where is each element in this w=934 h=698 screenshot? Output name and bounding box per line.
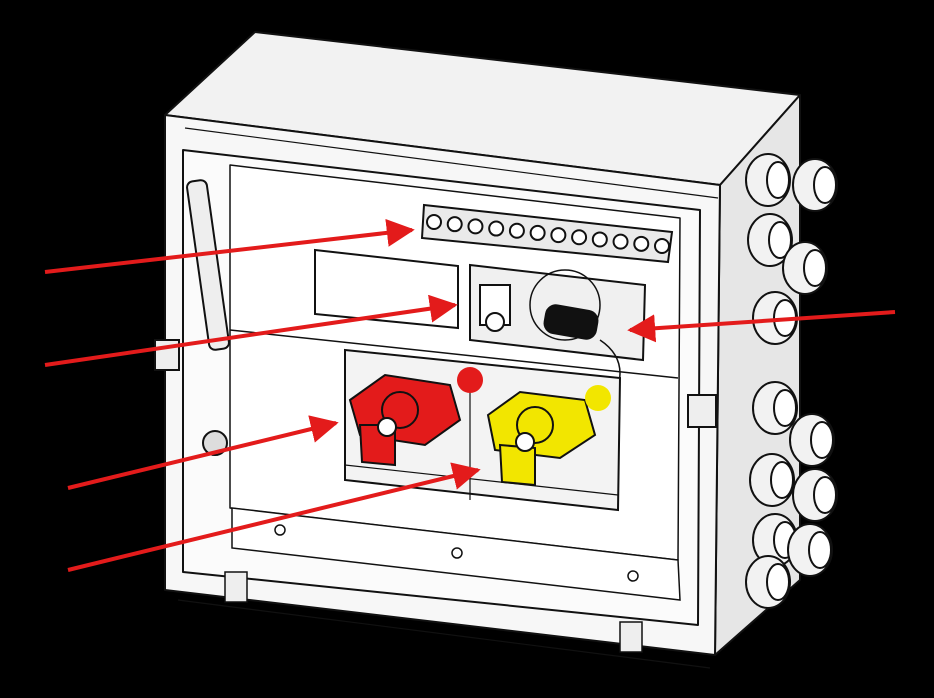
callouts: [44, 218, 896, 572]
cable-gland-icon: [745, 555, 791, 609]
terminal-screw-icon: [550, 227, 567, 244]
terminal-screws: [426, 214, 670, 254]
terminal-screw-icon: [488, 220, 505, 237]
cable-glands: [745, 153, 838, 609]
cable-gland-icon: [789, 413, 835, 467]
callout-red-switch: [67, 415, 339, 490]
cable-gland-icon: [782, 241, 828, 295]
terminal-screw-icon: [612, 233, 629, 250]
callout-yellow-switch: [67, 462, 481, 572]
red-lockout-switch: [348, 367, 483, 467]
terminal-screw-icon: [529, 224, 546, 241]
terminal-screw-icon: [654, 238, 670, 254]
terminal-screw-icon: [467, 218, 484, 235]
connector-port: [469, 263, 647, 396]
callout-connector-plug: [627, 310, 896, 343]
cable-gland-icon: [752, 381, 798, 435]
cable-gland-icon: [747, 213, 793, 267]
cable-gland-icon: [792, 158, 838, 212]
terminal-screw-icon: [633, 235, 650, 252]
cable-gland-icon: [792, 468, 838, 522]
terminal-screw-icon: [446, 216, 463, 233]
cable-gland-icon: [745, 153, 791, 207]
door-hinge: [154, 179, 717, 456]
terminal-screw-icon: [426, 214, 442, 230]
plate-fold-line: [229, 329, 679, 379]
callout-connector: [44, 294, 458, 367]
callout-terminal-block: [44, 218, 415, 274]
connector-plug-icon: [543, 304, 599, 340]
terminal-block: [420, 203, 674, 264]
bottom-tray: [224, 507, 681, 653]
cable-gland-icon: [787, 523, 833, 577]
yellow-lockout-switch: [486, 385, 611, 487]
terminal-screw-icon: [591, 231, 608, 248]
cable-gland-icon: [749, 453, 795, 507]
terminal-screw-icon: [571, 229, 588, 246]
terminal-screw-icon: [508, 222, 525, 239]
